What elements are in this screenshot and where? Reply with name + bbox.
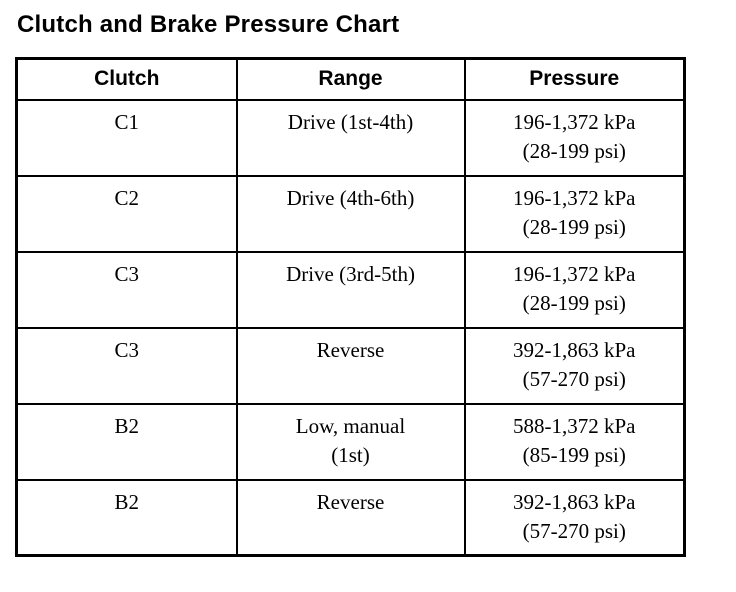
clutch-cell: C3 bbox=[15, 250, 238, 329]
table-row: B2 Reverse 392-1,863 kPa (57-270 psi) bbox=[15, 478, 686, 557]
column-header-range: Range bbox=[235, 57, 466, 101]
column-header-pressure: Pressure bbox=[463, 57, 686, 101]
column-header-clutch: Clutch bbox=[15, 57, 238, 101]
table-row: C3 Reverse 392-1,863 kPa (57-270 psi) bbox=[15, 326, 686, 405]
clutch-brake-pressure-table: Clutch Range Pressure C1 Drive (1st-4th)… bbox=[15, 57, 686, 557]
clutch-cell: C1 bbox=[15, 98, 238, 177]
pressure-cell: 196-1,372 kPa (28-199 psi) bbox=[463, 250, 686, 329]
table-row: C3 Drive (3rd-5th) 196-1,372 kPa (28-199… bbox=[15, 250, 686, 329]
range-cell: Drive (4th-6th) bbox=[235, 174, 466, 253]
clutch-cell: C2 bbox=[15, 174, 238, 253]
range-cell: Low, manual (1st) bbox=[235, 402, 466, 481]
range-cell: Reverse bbox=[235, 326, 466, 405]
pressure-cell: 588-1,372 kPa (85-199 psi) bbox=[463, 402, 686, 481]
clutch-cell: C3 bbox=[15, 326, 238, 405]
table-header-row: Clutch Range Pressure bbox=[15, 57, 686, 101]
pressure-cell: 196-1,372 kPa (28-199 psi) bbox=[463, 98, 686, 177]
table-row: C1 Drive (1st-4th) 196-1,372 kPa (28-199… bbox=[15, 98, 686, 177]
pressure-cell: 392-1,863 kPa (57-270 psi) bbox=[463, 478, 686, 557]
table-row: C2 Drive (4th-6th) 196-1,372 kPa (28-199… bbox=[15, 174, 686, 253]
page-title: Clutch and Brake Pressure Chart bbox=[17, 11, 400, 38]
range-cell: Reverse bbox=[235, 478, 466, 557]
range-cell: Drive (1st-4th) bbox=[235, 98, 466, 177]
clutch-cell: B2 bbox=[15, 478, 238, 557]
clutch-cell: B2 bbox=[15, 402, 238, 481]
pressure-cell: 392-1,863 kPa (57-270 psi) bbox=[463, 326, 686, 405]
range-cell: Drive (3rd-5th) bbox=[235, 250, 466, 329]
table-row: B2 Low, manual (1st) 588-1,372 kPa (85-1… bbox=[15, 402, 686, 481]
pressure-cell: 196-1,372 kPa (28-199 psi) bbox=[463, 174, 686, 253]
